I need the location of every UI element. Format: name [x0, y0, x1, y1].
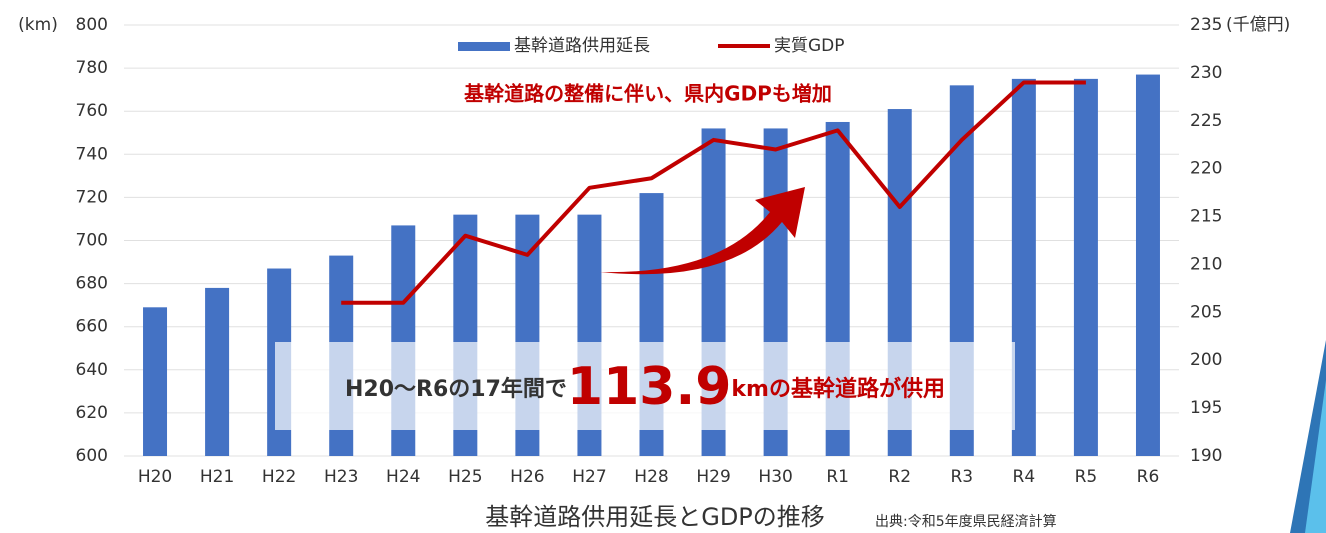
x-tick-label: R1	[826, 467, 849, 487]
y-tick-label: 680	[76, 274, 108, 294]
y2-tick-label: 195	[1190, 398, 1222, 418]
y2-tick-label: 190	[1190, 446, 1222, 466]
y-axis-label: (km)	[18, 15, 58, 35]
x-tick-label: R2	[888, 467, 911, 487]
y2-tick-label: 200	[1190, 350, 1222, 370]
y-tick-label: 640	[76, 360, 108, 380]
y-tick-label: 740	[76, 144, 108, 164]
y2-tick-label: 220	[1190, 159, 1222, 179]
y-tick-label: 800	[76, 15, 108, 35]
y2-axis-label: (千億円)	[1226, 15, 1290, 35]
x-tick-label: H27	[572, 467, 606, 487]
x-tick-label: R3	[950, 467, 973, 487]
y-tick-label: 700	[76, 231, 108, 251]
y2-tick-label: 215	[1190, 207, 1222, 227]
bar	[1073, 78, 1098, 456]
bar	[1011, 78, 1036, 456]
y-tick-label: 760	[76, 101, 108, 121]
bar	[1135, 74, 1160, 456]
x-tick-label: H29	[696, 467, 730, 487]
annotation: 基幹道路の整備に伴い、県内GDPも増加	[464, 82, 832, 106]
callout: H20～R6の17年間で113.9kmの基幹道路が供用	[345, 357, 945, 417]
decoration	[1305, 380, 1326, 533]
y2-tick-label: 210	[1190, 254, 1222, 274]
y-tick-label: 620	[76, 403, 108, 423]
x-tick-label: R4	[1013, 467, 1036, 487]
source: 出典:令和5年度県民経済計算	[875, 514, 1057, 530]
x-tick-label: H30	[758, 467, 792, 487]
callout-box	[275, 342, 1015, 430]
legend-swatch	[458, 42, 510, 51]
y2-tick-label: 235	[1190, 15, 1222, 35]
x-tick-label: R6	[1137, 467, 1160, 487]
y-tick-label: 660	[76, 317, 108, 337]
bar	[205, 287, 230, 456]
line	[341, 80, 1086, 305]
x-tick-label: H22	[262, 467, 296, 487]
callout-suffix: kmの基幹道路が供用	[731, 376, 945, 402]
x-tick-label: H24	[386, 467, 420, 487]
legend-label: 実質GDP	[774, 36, 845, 56]
callout-prefix: H20～R6の17年間で	[345, 376, 567, 402]
x-tick-label: H21	[200, 467, 234, 487]
x-tick-label: H23	[324, 467, 358, 487]
chart-title: 基幹道路供用延長とGDPの推移	[485, 503, 825, 531]
y2-tick-label: 225	[1190, 111, 1222, 131]
bar	[143, 307, 168, 456]
legend-label: 基幹道路供用延長	[514, 35, 650, 56]
y2-tick-label: 205	[1190, 302, 1222, 322]
y-tick-label: 780	[76, 58, 108, 78]
y2-tick-label: 230	[1190, 63, 1222, 83]
x-tick-label: H26	[510, 467, 544, 487]
x-tick-label: R5	[1075, 467, 1098, 487]
trend-arrow	[600, 187, 805, 275]
x-tick-label: H28	[634, 467, 668, 487]
x-tick-label: H20	[138, 467, 172, 487]
y-tick-label: 720	[76, 187, 108, 207]
callout-number: 113.9	[567, 357, 731, 417]
overlay: H20～R6の17年間で113.9kmの基幹道路が供用 基幹道路の整備に伴い、県…	[275, 82, 1326, 533]
y-tick-label: 600	[76, 446, 108, 466]
x-tick-label: H25	[448, 467, 482, 487]
